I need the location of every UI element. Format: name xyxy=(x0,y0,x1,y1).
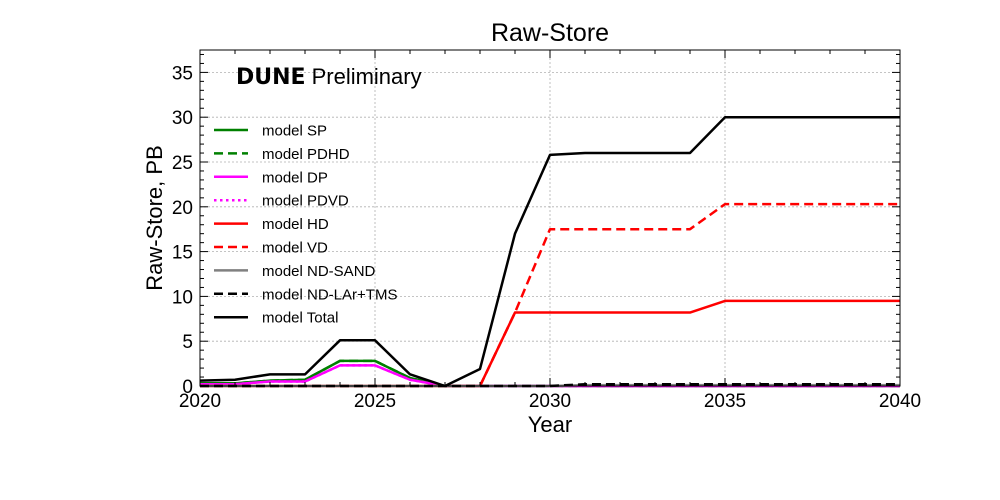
y-axis-label: Raw-Store, PB xyxy=(142,145,167,291)
y-tick-label: 20 xyxy=(172,198,193,219)
legend: model SP model PDHD model DP model PDVD mode… xyxy=(214,123,397,327)
y-tick-label: 15 xyxy=(172,243,193,264)
x-tick-label: 2025 xyxy=(354,391,396,412)
legend-label: model DP xyxy=(262,169,328,186)
y-tick-label: 25 xyxy=(172,153,193,174)
chart-title: Raw-Store xyxy=(491,19,609,47)
series-line-model-total xyxy=(199,115,900,388)
watermark-dune: DUNE xyxy=(236,65,306,90)
x-tick-label: 2035 xyxy=(704,391,746,412)
legend-label: model VD xyxy=(262,240,328,257)
x-tick-label: 2020 xyxy=(179,391,221,412)
legend-label: model ND-SAND xyxy=(262,263,376,280)
watermark-preliminary: Preliminary xyxy=(312,64,422,89)
y-tick-label: 5 xyxy=(182,332,193,353)
y-tick-label: 10 xyxy=(172,287,193,308)
ticks xyxy=(199,50,901,387)
x-tick-label: 2040 xyxy=(879,391,921,412)
x-tick-label: 2030 xyxy=(529,391,571,412)
legend-label: model HD xyxy=(262,216,329,233)
y-tick-label: 0 xyxy=(182,377,193,398)
legend-label: model Total xyxy=(262,310,338,327)
y-tick-label: 30 xyxy=(172,108,193,129)
y-tick-label: 35 xyxy=(172,63,193,84)
x-axis-label: Year xyxy=(528,412,572,437)
legend-label: model SP xyxy=(262,123,327,140)
legend-label: model PDVD xyxy=(262,193,349,210)
legend-label: model PDHD xyxy=(262,146,350,163)
legend-label: model ND-LAr+TMS xyxy=(262,286,397,303)
dune-preliminary-watermark: DUNE Preliminary xyxy=(236,64,422,90)
